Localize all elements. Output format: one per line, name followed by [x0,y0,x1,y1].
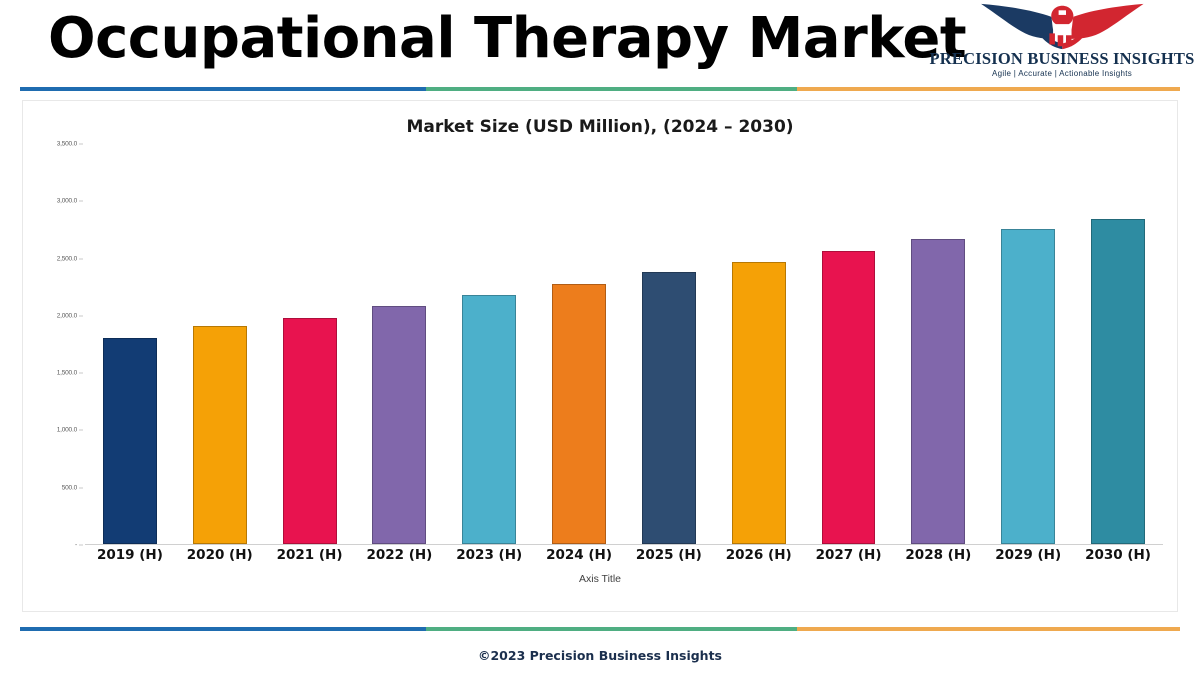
footer-divider [20,626,1180,632]
bar-2027[interactable] [821,251,876,544]
plot-wrapper: 3,500.0 3,000.0 2,500.0 2,000.0 1,500.0 1,000… [23,140,1177,611]
x-axis-category-label: 2019 (H) [96,547,163,563]
bar-2028[interactable] [911,239,966,544]
x-axis-category-label: 2024 (H) [546,547,613,563]
bar-2020[interactable] [192,326,247,544]
x-axis-category-label: 2030 (H) [1085,547,1151,563]
x-axis-category-label: 2029 (H) [995,547,1062,563]
x-axis: 2019 (H) 2020 (H) 2021 (H) 2022 (H) 2023 (H)… [85,547,1163,563]
bar-2025[interactable] [641,272,696,544]
page-header: Occupational Therapy Market PRECISION BU… [0,0,1200,92]
y-axis-tick-mark [79,487,83,489]
bar-slot [1073,143,1163,544]
x-axis-category-label: 2028 (H) [905,547,972,563]
chart-title: Market Size (USD Million), (2024 – 2030) [406,117,794,137]
x-axis-category-label: 2020 (H) [186,547,253,563]
bar-slot [175,143,265,544]
y-axis: 3,500.0 3,000.0 2,500.0 2,000.0 1,500.0 1,000… [23,140,85,549]
logo-company-name: PRECISION BUSINESS INSIGHTS [929,49,1195,68]
bar-slot [444,143,534,544]
bar-2023[interactable] [462,294,517,544]
footer-divider-segment-orange [797,627,1180,631]
bar-2024[interactable] [552,283,606,544]
chart-container: Market Size (USD Million), (2024 – 2030)… [22,100,1178,612]
x-axis-category-label: 2027 (H) [815,547,882,563]
y-axis-tick-mark [79,315,83,317]
header-divider [20,86,1180,92]
plot-area [85,143,1163,545]
eagle-emblem-icon [980,3,1144,50]
footer-divider-segment-green [426,627,798,631]
x-axis-category-label: 2023 (H) [456,547,523,563]
y-axis-tick-label: 500.0 [61,484,77,492]
y-axis-tick-label: 2,500.0 [56,255,77,263]
y-axis-tick-label: - [75,541,77,549]
x-axis-category-label: 2025 (H) [635,547,702,563]
bar-2022[interactable] [372,305,427,544]
bar-2030[interactable] [1091,218,1145,544]
footer-divider-segment-blue [20,627,426,631]
divider-segment-orange [797,87,1180,91]
bar-series [85,143,1163,544]
y-axis-tick-label: 1,500.0 [56,369,77,377]
y-axis-tick-label: 2,000.0 [56,312,77,320]
y-axis-tick-label: 3,500.0 [56,140,77,148]
bar-slot [534,143,624,544]
bar-slot [85,143,175,544]
y-axis-tick-mark [79,372,83,374]
bar-2026[interactable] [731,262,786,544]
page-title: Occupational Therapy Market [48,6,967,71]
y-axis-tick-mark [79,143,83,145]
y-axis-tick-label: 3,000.0 [56,197,77,205]
bar-slot [714,143,804,544]
bar-slot [354,143,444,544]
logo-tagline: Agile | Accurate | Actionable Insights [991,69,1133,79]
divider-segment-blue [20,87,426,91]
y-axis-tick-mark [79,258,83,260]
bar-2021[interactable] [282,317,337,544]
y-axis-tick-mark [79,429,83,431]
axis-baseline [85,544,1163,545]
company-logo: PRECISION BUSINESS INSIGHTS Agile | Accu… [928,2,1196,78]
bar-slot [983,143,1073,544]
y-axis-tick-mark [79,200,83,202]
divider-segment-green [426,87,798,91]
x-axis-category-label: 2026 (H) [725,547,792,563]
bar-slot [265,143,355,544]
bar-slot [893,143,983,544]
footer-copyright: ©2023 Precision Business Insights [477,648,722,663]
bar-2019[interactable] [102,337,157,544]
bar-slot [624,143,714,544]
x-axis-title: Axis Title [578,573,621,585]
y-axis-tick-mark [79,544,83,546]
x-axis-category-label: 2021 (H) [276,547,343,563]
bar-2029[interactable] [1001,228,1056,544]
y-axis-tick-label: 1,000.0 [56,426,77,434]
x-axis-category-label: 2022 (H) [366,547,433,563]
bar-slot [804,143,894,544]
